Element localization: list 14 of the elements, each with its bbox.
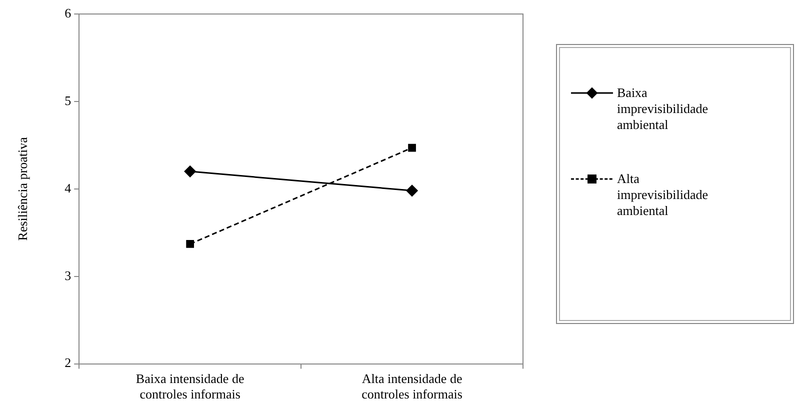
legend-label: Baixa imprevisibilidade ambiental: [617, 85, 709, 133]
point: [186, 240, 194, 248]
y-tick-label: 3: [64, 268, 72, 283]
y-tick-label: 6: [64, 5, 72, 20]
x-tick-label: Alta intensidade de controles informais: [362, 371, 462, 402]
y-axis-title: Resiliência proativa: [15, 136, 30, 241]
y-tick-label: 2: [64, 355, 72, 370]
y-tick-label: 5: [64, 92, 72, 108]
point: [406, 184, 418, 196]
point: [184, 166, 196, 178]
legend-label: Alta imprevisibilidade ambiental: [617, 171, 709, 219]
x-tick-label: Baixa intensidade de controles informais: [136, 371, 244, 402]
point: [408, 144, 416, 152]
y-tick-label: 4: [64, 180, 72, 196]
